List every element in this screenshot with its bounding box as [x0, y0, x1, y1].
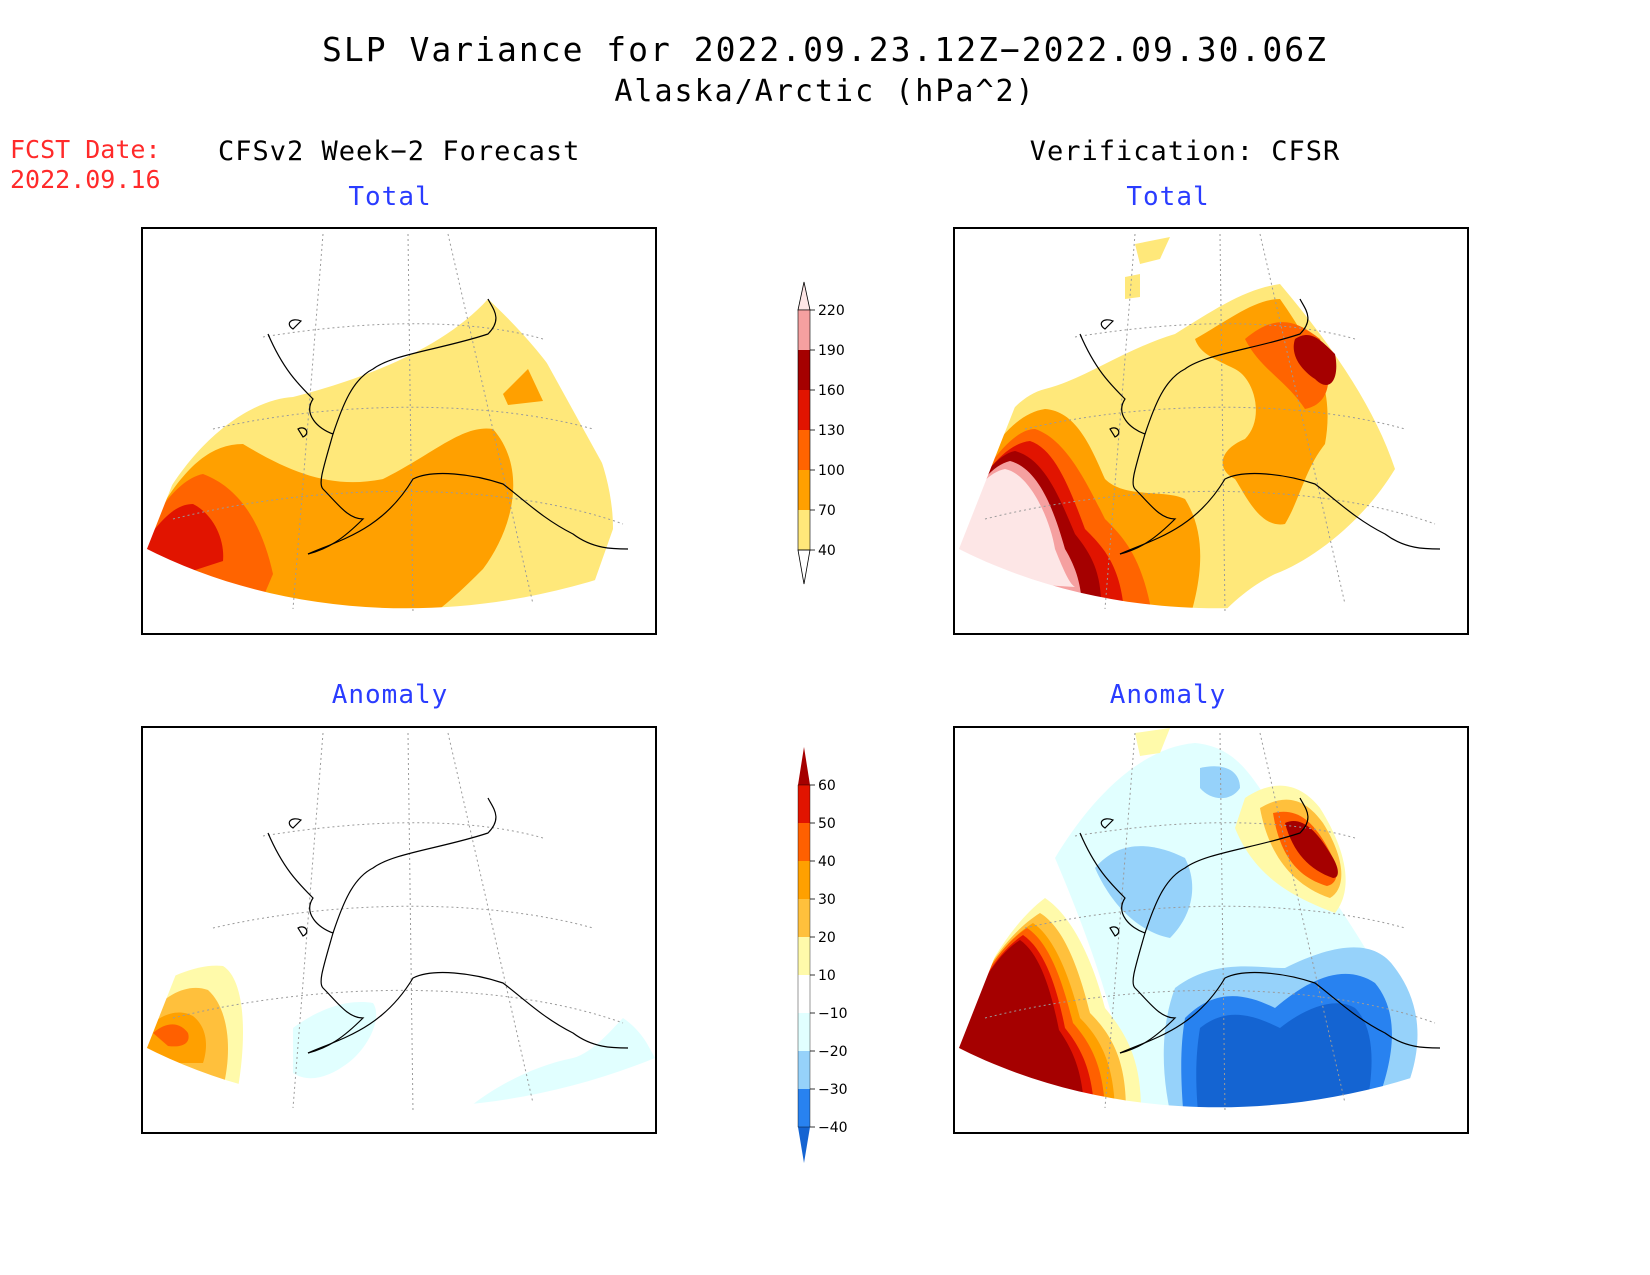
anomaly-colorbar-box — [798, 823, 810, 861]
total-colorbar-label: 190 — [818, 343, 845, 359]
fc-anom-fill-m10a — [293, 1002, 377, 1079]
ver-anom-graticule — [984, 732, 1436, 1114]
ver-anom-fill-60b — [1285, 821, 1338, 878]
fc-total-fill-70b — [503, 369, 543, 405]
total-colorbar-box — [798, 350, 810, 390]
ver-total-graticule — [984, 233, 1436, 615]
total-colorbar-label: 220 — [818, 303, 845, 319]
fc-anom-coast — [267, 797, 629, 1054]
anomaly-colorbar-swatches: −40 −30 −20 −10 10 20 30 40 50 60 — [797, 747, 848, 1163]
map-subtitle: Alaska/Arctic (hPa^2) — [614, 74, 1036, 109]
fc-total-fill-130 — [143, 504, 224, 574]
anomaly-colorbar-label: −10 — [818, 1006, 848, 1022]
fc-anom-wedge-mask — [143, 728, 655, 1132]
total-colorbar-box — [798, 470, 810, 510]
anomaly-colorbar-label: 50 — [818, 816, 836, 832]
anomaly-colorbar-label: 10 — [818, 968, 836, 984]
verification-total-map — [953, 227, 1469, 635]
ver-total-fill-40c — [1125, 274, 1140, 299]
fc-total-coast — [267, 298, 629, 555]
verification-total-title: Total — [1126, 182, 1210, 212]
ver-total-fill-40b — [1135, 237, 1170, 264]
total-colorbar-box — [798, 510, 810, 550]
anomaly-colorbar-label: −20 — [818, 1044, 848, 1060]
anomaly-colorbar-box — [798, 1051, 810, 1089]
forecast-anomaly-map — [141, 726, 657, 1134]
map-title: SLP Variance for 2022.09.23.12Z−2022.09.… — [322, 30, 1328, 69]
fcst-date: FCST Date: 2022.09.16 — [10, 135, 161, 195]
verification-column-heading: Verification: CFSR — [1029, 136, 1341, 167]
total-colorbar-box — [798, 390, 810, 430]
total-colorbar-box — [798, 430, 810, 470]
anomaly-colorbar-box — [798, 899, 810, 937]
total-colorbar-label: 100 — [818, 463, 845, 479]
anomaly-colorbar-label: 60 — [818, 778, 836, 794]
verification-anomaly-map — [953, 726, 1469, 1134]
total-colorbar-box — [798, 310, 810, 350]
total-colorbar-label: 70 — [818, 503, 836, 519]
fcst-date-label: FCST Date: — [10, 135, 161, 164]
total-colorbar-label: 40 — [818, 543, 836, 559]
total-colorbar-bottom-cap — [797, 549, 811, 585]
anomaly-colorbar-label: −40 — [818, 1120, 848, 1136]
ver-total-fill-220 — [955, 469, 1075, 587]
ver-anom-wedge-mask — [955, 728, 1467, 1132]
ver-anom-coast — [1079, 797, 1441, 1054]
ver-anom-fill-m20a — [1095, 846, 1193, 938]
ver-total-coast — [1079, 298, 1441, 555]
anomaly-colorbar-box — [798, 785, 810, 823]
anomaly-colorbar-label: −30 — [818, 1082, 848, 1098]
anomaly-colorbar-bottom-cap — [798, 1127, 810, 1163]
total-colorbar-label: 160 — [818, 383, 845, 399]
forecast-anomaly-title: Anomaly — [331, 680, 449, 710]
fc-anom-fill-40 — [153, 1024, 189, 1047]
anomaly-colorbar-top-cap — [798, 747, 810, 785]
anomaly-colorbar-label: 30 — [818, 892, 836, 908]
forecast-total-title: Total — [348, 182, 432, 212]
anomaly-colorbar: −40 −30 −20 −10 10 20 30 40 50 60 — [790, 745, 860, 1195]
ver-total-fill-160b — [1293, 334, 1337, 385]
anomaly-colorbar-label: 40 — [818, 854, 836, 870]
anomaly-colorbar-box — [798, 937, 810, 975]
anomaly-colorbar-box — [798, 975, 810, 1013]
anomaly-colorbar-box — [798, 861, 810, 899]
fc-anom-graticule — [172, 732, 624, 1114]
ver-anom-fill-10c — [1135, 728, 1170, 756]
ver-anom-fill-m20b — [1200, 766, 1240, 799]
total-colorbar-label: 130 — [818, 423, 845, 439]
forecast-total-map — [141, 227, 657, 635]
fc-total-graticule — [172, 233, 624, 615]
total-colorbar-top-cap — [797, 281, 811, 311]
total-colorbar-swatches: 40 70 100 130 160 190 220 — [797, 281, 845, 585]
verification-anomaly-title: Anomaly — [1109, 680, 1227, 710]
fcst-date-value: 2022.09.16 — [10, 165, 161, 194]
anomaly-colorbar-label: 20 — [818, 930, 836, 946]
fc-total-wedge-mask — [143, 229, 655, 633]
anomaly-colorbar-outline — [797, 784, 811, 1128]
total-colorbar: 40 70 100 130 160 190 220 — [790, 280, 860, 610]
anomaly-colorbar-box — [798, 1013, 810, 1051]
forecast-column-heading: CFSv2 Week−2 Forecast — [218, 136, 581, 167]
anomaly-colorbar-box — [798, 1089, 810, 1127]
ver-total-wedge-mask — [955, 229, 1467, 633]
